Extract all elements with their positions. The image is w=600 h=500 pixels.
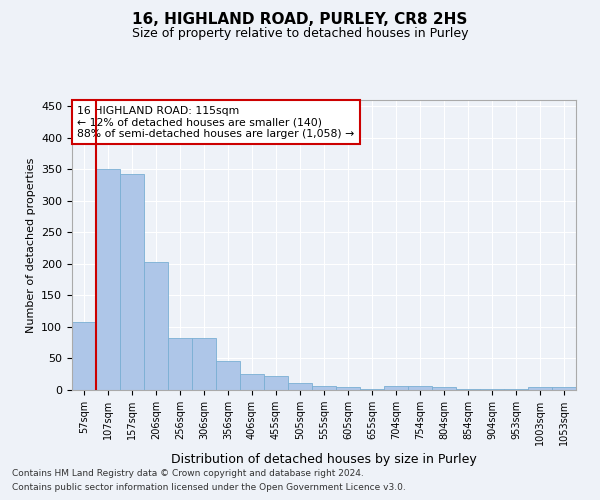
- Bar: [96, 170, 120, 390]
- Bar: [552, 387, 576, 390]
- Bar: [216, 361, 240, 390]
- Bar: [384, 386, 408, 390]
- Bar: [504, 388, 528, 390]
- Text: 16 HIGHLAND ROAD: 115sqm
← 12% of detached houses are smaller (140)
88% of semi-: 16 HIGHLAND ROAD: 115sqm ← 12% of detach…: [77, 106, 354, 139]
- Bar: [120, 174, 144, 390]
- Y-axis label: Number of detached properties: Number of detached properties: [26, 158, 35, 332]
- Bar: [168, 338, 192, 390]
- Bar: [288, 383, 312, 390]
- Bar: [528, 388, 552, 390]
- Bar: [408, 386, 432, 390]
- Bar: [456, 388, 480, 390]
- Text: Contains public sector information licensed under the Open Government Licence v3: Contains public sector information licen…: [12, 484, 406, 492]
- Text: Size of property relative to detached houses in Purley: Size of property relative to detached ho…: [132, 28, 468, 40]
- Bar: [192, 338, 216, 390]
- Bar: [360, 388, 384, 390]
- Bar: [240, 374, 264, 390]
- Bar: [336, 387, 360, 390]
- Bar: [480, 388, 504, 390]
- Bar: [264, 376, 288, 390]
- X-axis label: Distribution of detached houses by size in Purley: Distribution of detached houses by size …: [171, 454, 477, 466]
- Text: 16, HIGHLAND ROAD, PURLEY, CR8 2HS: 16, HIGHLAND ROAD, PURLEY, CR8 2HS: [133, 12, 467, 28]
- Bar: [312, 386, 336, 390]
- Bar: [144, 262, 168, 390]
- Text: Contains HM Land Registry data © Crown copyright and database right 2024.: Contains HM Land Registry data © Crown c…: [12, 468, 364, 477]
- Bar: [432, 388, 456, 390]
- Bar: [72, 322, 96, 390]
